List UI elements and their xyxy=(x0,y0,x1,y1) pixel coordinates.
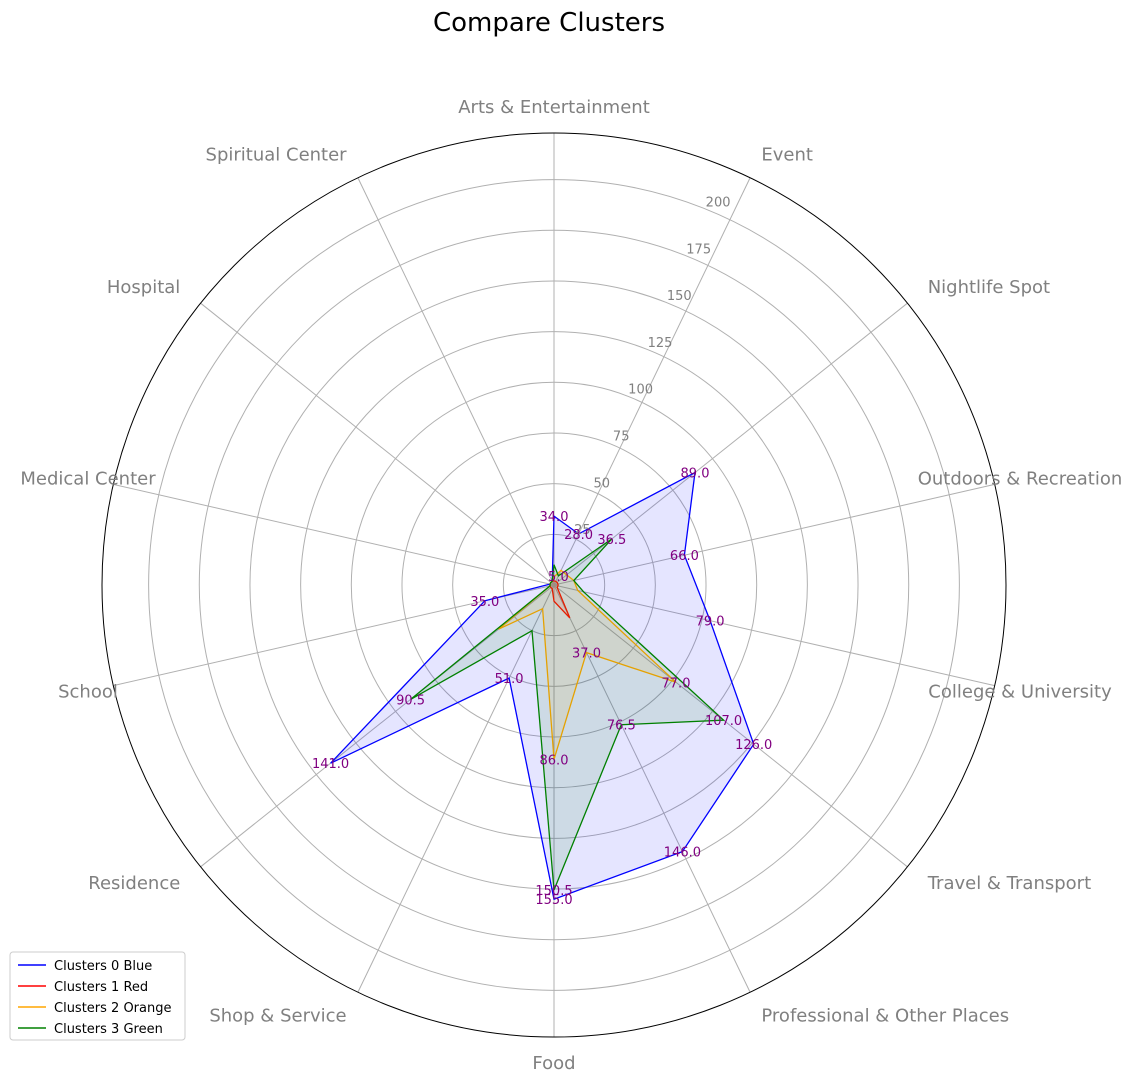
spoke-residence xyxy=(200,584,555,868)
data-label: 5.0 xyxy=(548,570,569,585)
spoke-travel-transport xyxy=(553,584,908,868)
category-labels: Arts & Entertainment Event Nightlife Spot O… xyxy=(20,97,1122,1074)
data-label: 76.5 xyxy=(607,719,636,734)
category-label-spiritual-center: Spiritual Center xyxy=(206,144,348,165)
category-label-event: Event xyxy=(761,144,813,165)
radial-tick-labels: 25 50 75 100 125 150 175 200 xyxy=(574,196,730,539)
outer-frame xyxy=(101,132,1007,1038)
spoke-nightlife-spot xyxy=(553,302,908,586)
chart-title: Compare Clusters xyxy=(433,8,665,38)
data-label: 90.5 xyxy=(396,693,425,708)
category-label-college-university: College & University xyxy=(928,681,1112,702)
legend-label-clusters-1-red: Clusters 1 Red xyxy=(54,980,148,995)
category-label-hospital: Hospital xyxy=(107,277,180,298)
category-label-residence: Residence xyxy=(88,873,180,894)
series-polygons xyxy=(330,471,755,901)
data-label: 37.0 xyxy=(572,647,601,662)
radial-tick-label: 50 xyxy=(594,476,611,491)
data-label: 51.0 xyxy=(495,672,524,687)
spoke-medical-center xyxy=(113,483,555,586)
legend-label-clusters-0-blue: Clusters 0 Blue xyxy=(54,959,152,974)
data-label: 79.0 xyxy=(696,615,725,630)
category-label-arts-entertainment: Arts & Entertainment xyxy=(458,97,650,118)
data-label: 107.0 xyxy=(705,714,742,729)
data-label: 141.0 xyxy=(312,757,349,772)
category-label-professional-other-places: Professional & Other Places xyxy=(761,1006,1009,1027)
spoke-college-university xyxy=(553,584,995,687)
category-label-food: Food xyxy=(532,1053,575,1074)
radial-tick-label: 150 xyxy=(667,289,692,304)
series-clusters-3-green xyxy=(410,538,726,891)
radial-tick-label: 200 xyxy=(706,196,731,211)
category-label-shop-service: Shop & Service xyxy=(209,1006,346,1027)
radial-tick-label: 75 xyxy=(613,430,630,445)
legend-frame xyxy=(9,951,186,1041)
category-label-school: School xyxy=(58,681,118,702)
data-label: 35.0 xyxy=(470,595,499,610)
data-label: 89.0 xyxy=(681,467,710,482)
spoke-outdoors-recreation xyxy=(553,483,995,586)
data-label: 155.0 xyxy=(535,893,572,908)
data-label: 150.5 xyxy=(535,884,572,899)
spoke-hospital xyxy=(200,302,555,586)
data-labels: 34.0 28.0 5.0 89.0 36.5 66.0 79.0 126.0 107.0 77.… xyxy=(312,467,772,909)
legend-label-clusters-2-orange: Clusters 2 Orange xyxy=(54,1001,171,1016)
radial-tick-label: 125 xyxy=(648,336,673,351)
data-label: 66.0 xyxy=(670,549,699,564)
legend: Clusters 0 Blue Clusters 1 Red Clusters 2 … xyxy=(9,951,186,1041)
data-label: 86.0 xyxy=(540,753,569,768)
category-label-nightlife-spot: Nightlife Spot xyxy=(928,277,1050,298)
category-label-outdoors-recreation: Outdoors & Recreation xyxy=(918,469,1123,490)
outer-circle xyxy=(101,132,1007,1038)
data-label: 126.0 xyxy=(735,738,772,753)
category-spokes xyxy=(113,133,995,1037)
spoke-spiritual-center xyxy=(357,177,555,586)
spoke-school xyxy=(113,584,555,687)
legend-label-clusters-3-green: Clusters 3 Green xyxy=(54,1022,163,1037)
spoke-event xyxy=(553,177,751,586)
data-label: 146.0 xyxy=(664,846,701,861)
category-label-travel-transport: Travel & Transport xyxy=(927,873,1091,894)
data-label: 34.0 xyxy=(540,510,569,525)
data-label: 28.0 xyxy=(564,528,593,543)
radial-tick-label: 25 xyxy=(574,523,591,538)
radial-tick-label: 175 xyxy=(686,242,711,257)
spoke-shop-service xyxy=(357,584,555,993)
data-label: 36.5 xyxy=(597,533,626,548)
data-label: 77.0 xyxy=(662,676,691,691)
category-label-medical-center: Medical Center xyxy=(20,469,156,490)
radial-tick-label: 100 xyxy=(628,383,653,398)
